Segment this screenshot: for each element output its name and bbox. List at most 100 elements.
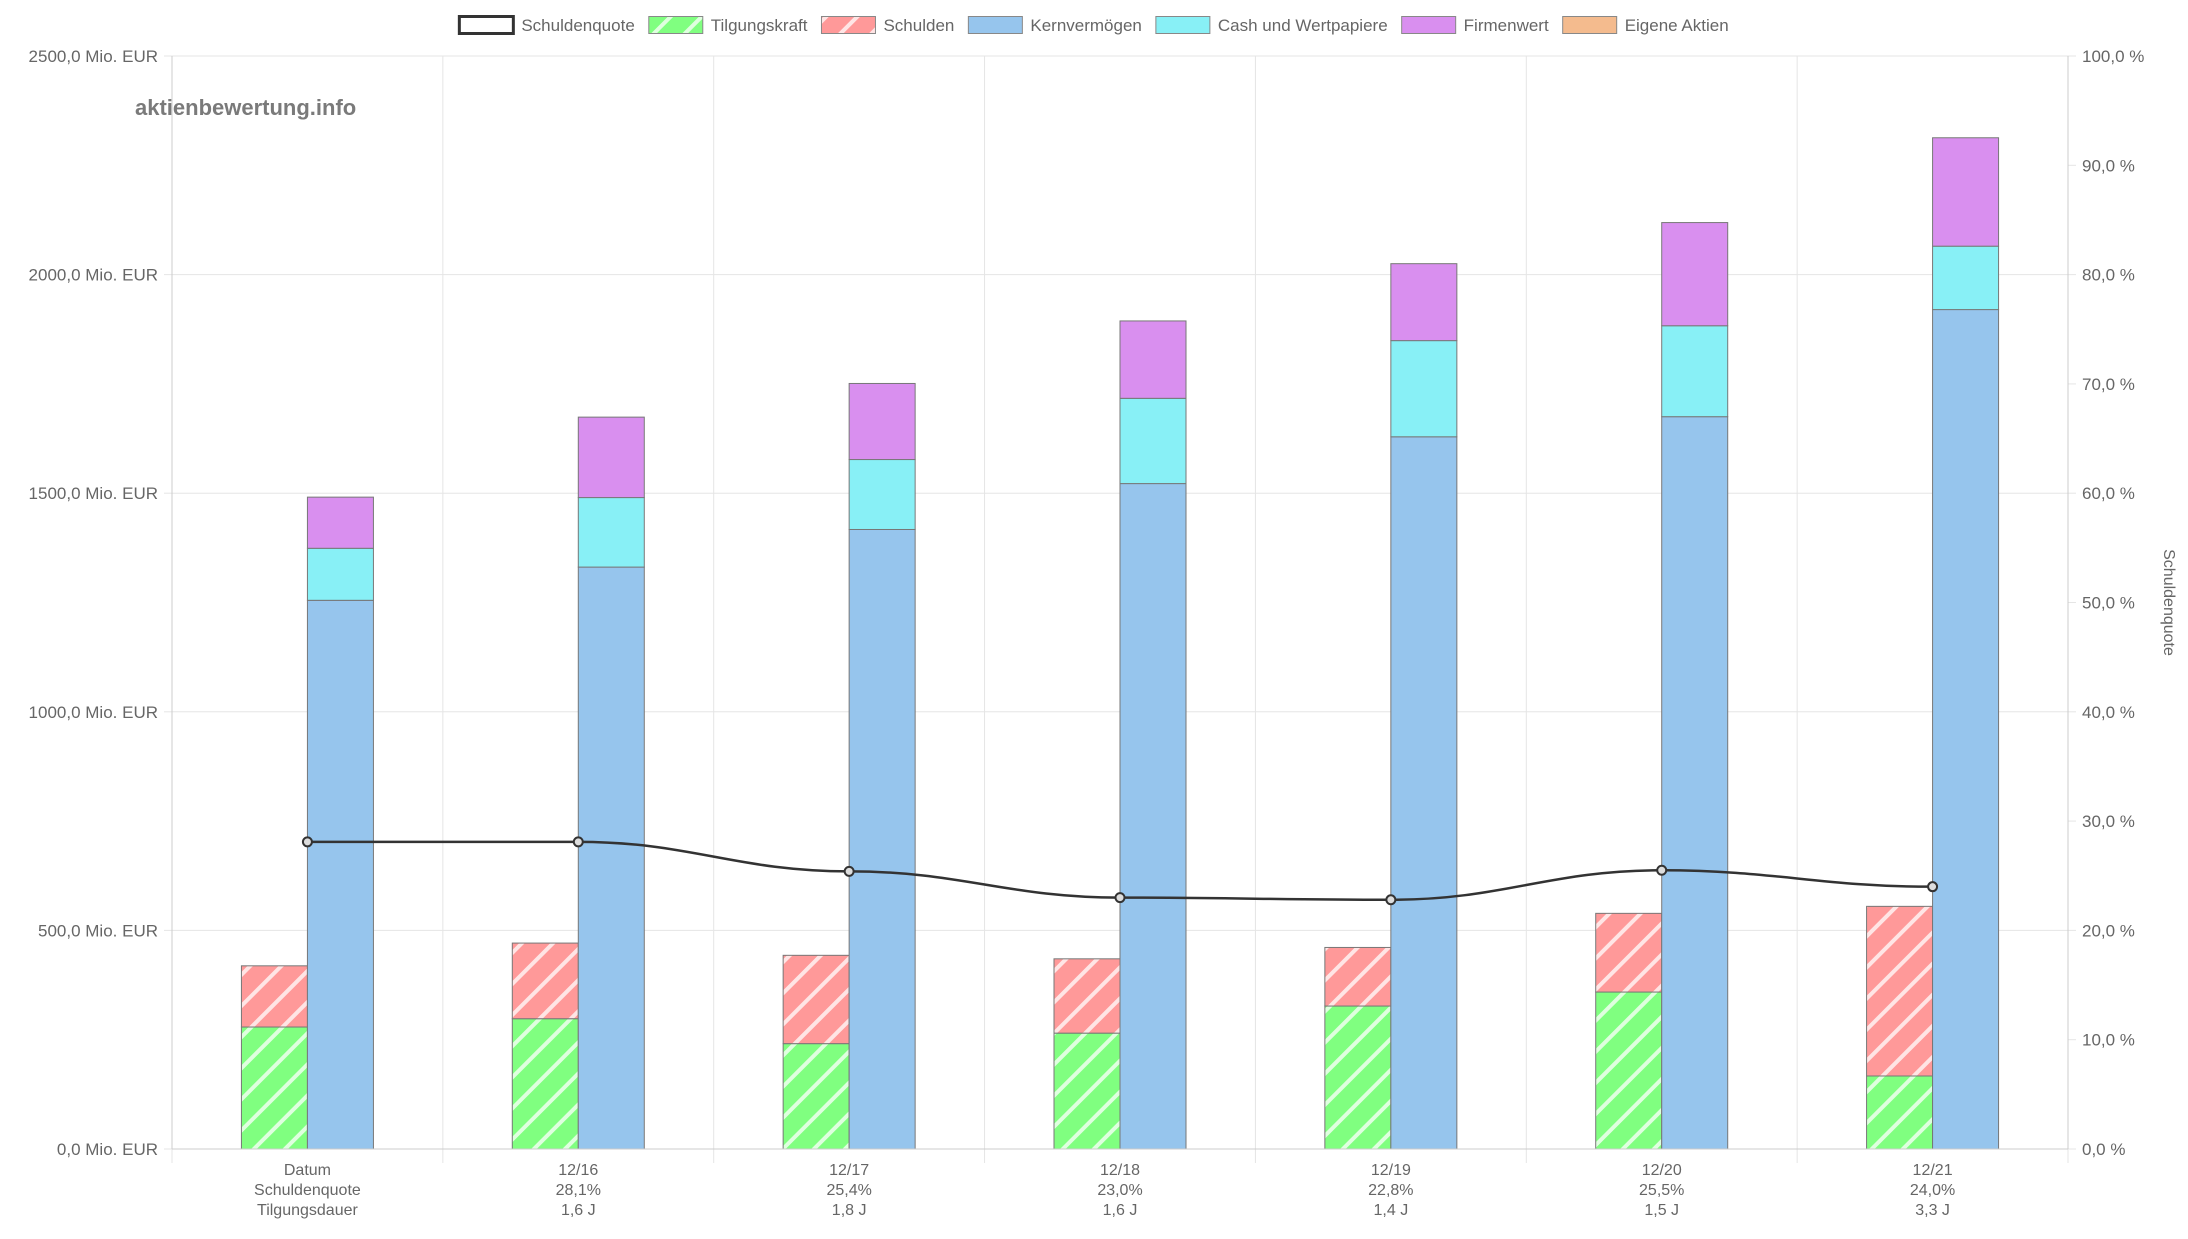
legend-label: Tilgungskraft bbox=[711, 16, 808, 35]
legend-item-schulden[interactable]: Schulden bbox=[820, 16, 954, 35]
x-category-label: 12/18 bbox=[1100, 1162, 1140, 1179]
bar-cash-und-wertpapiere bbox=[577, 497, 645, 568]
legend-item-firmenwert[interactable]: Firmenwert bbox=[1401, 16, 1549, 35]
legend-label: Schuldenquote bbox=[521, 16, 634, 35]
axes: 0,0 Mio. EUR 500,0 Mio. EUR 1000,0 Mio. EU… bbox=[29, 47, 2177, 1219]
legend-label: Kernvermögen bbox=[1030, 16, 1142, 35]
bar-cash-und-wertpapiere bbox=[848, 459, 916, 530]
x-sub-label: 28,1% bbox=[556, 1182, 601, 1199]
bar-kernvermoegen bbox=[1661, 416, 1729, 1150]
schuldenquote-point bbox=[301, 836, 313, 848]
x-sub-label: Schuldenquote bbox=[254, 1182, 361, 1199]
bar-tilgungskraft bbox=[1866, 1075, 1934, 1150]
y-right-tick-label: 100,0 % bbox=[2082, 47, 2144, 66]
y-right-tick-label: 20,0 % bbox=[2082, 921, 2135, 940]
legend-swatch bbox=[648, 16, 704, 34]
bar-cash-und-wertpapiere bbox=[1932, 245, 2000, 311]
y-left-tick-label: 500,0 Mio. EUR bbox=[38, 921, 158, 940]
bar-cash-und-wertpapiere bbox=[306, 547, 374, 601]
legend-item-schuldenquote[interactable]: Schuldenquote bbox=[457, 15, 635, 35]
y-right-axis-title: Schuldenquote bbox=[2160, 549, 2177, 656]
legend-label: Schulden bbox=[883, 16, 954, 35]
legend-item-cash-und-wertpapiere[interactable]: Cash und Wertpapiere bbox=[1155, 16, 1388, 35]
bar-schulden bbox=[1324, 946, 1392, 1007]
schuldenquote-point bbox=[843, 865, 855, 877]
y-right-tick-label: 30,0 % bbox=[2082, 812, 2135, 831]
y-right-tick-label: 40,0 % bbox=[2082, 703, 2135, 722]
schuldenquote-line-series bbox=[301, 836, 1939, 906]
legend-swatch bbox=[820, 16, 876, 34]
x-category-label: Datum bbox=[284, 1162, 331, 1179]
bar-tilgungskraft bbox=[782, 1043, 850, 1150]
bar-cash-und-wertpapiere bbox=[1390, 340, 1458, 438]
x-sub-label: 25,5% bbox=[1639, 1182, 1684, 1199]
y-left-tick-label: 1500,0 Mio. EUR bbox=[29, 484, 158, 503]
legend-swatch bbox=[1155, 16, 1211, 34]
bar-firmenwert bbox=[1119, 320, 1187, 399]
x-sub-label: 1,5 J bbox=[1644, 1202, 1679, 1219]
x-sub-label: 1,6 J bbox=[561, 1202, 596, 1219]
x-sub-label: 24,0% bbox=[1910, 1182, 1955, 1199]
schuldenquote-point bbox=[1114, 892, 1126, 904]
bar-kernvermoegen bbox=[1932, 309, 2000, 1150]
x-sub-label: 23,0% bbox=[1097, 1182, 1142, 1199]
y-right-tick-label: 10,0 % bbox=[2082, 1031, 2135, 1050]
schuldenquote-point bbox=[1927, 881, 1939, 893]
legend-swatch bbox=[457, 15, 515, 35]
y-left-tick-label: 2000,0 Mio. EUR bbox=[29, 266, 158, 285]
y-left-tick-label: 2500,0 Mio. EUR bbox=[29, 47, 158, 66]
x-category-label: 12/20 bbox=[1642, 1162, 1682, 1179]
bars bbox=[240, 137, 2000, 1150]
x-sub-label: 22,8% bbox=[1368, 1182, 1413, 1199]
schuldenquote-point bbox=[1385, 894, 1397, 906]
bar-kernvermoegen bbox=[848, 528, 916, 1150]
legend-item-eigene-aktien[interactable]: Eigene Aktien bbox=[1562, 16, 1729, 35]
bar-schulden bbox=[511, 942, 579, 1020]
y-left-tick-label: 0,0 Mio. EUR bbox=[57, 1140, 158, 1159]
bar-kernvermoegen bbox=[577, 566, 645, 1150]
legend-item-tilgungskraft[interactable]: Tilgungskraft bbox=[648, 16, 808, 35]
x-category-label: 12/21 bbox=[1913, 1162, 1953, 1179]
y-right-tick-label: 70,0 % bbox=[2082, 375, 2135, 394]
schuldenquote-point bbox=[1656, 864, 1668, 876]
y-left-tick-label: 1000,0 Mio. EUR bbox=[29, 703, 158, 722]
bar-tilgungskraft bbox=[511, 1018, 579, 1150]
bar-kernvermoegen bbox=[1119, 483, 1187, 1150]
legend-label: Cash und Wertpapiere bbox=[1218, 16, 1388, 35]
bar-firmenwert bbox=[577, 416, 645, 499]
x-sub-label: Tilgungsdauer bbox=[257, 1202, 358, 1219]
bar-firmenwert bbox=[1932, 137, 2000, 247]
y-right-tick-label: 0,0 % bbox=[2082, 1140, 2125, 1159]
y-right-tick-label: 80,0 % bbox=[2082, 266, 2135, 285]
y-right-tick-label: 90,0 % bbox=[2082, 156, 2135, 175]
bar-firmenwert bbox=[848, 382, 916, 461]
bar-tilgungskraft bbox=[1595, 991, 1663, 1150]
x-category-label: 12/19 bbox=[1371, 1162, 1411, 1179]
x-sub-label: 1,4 J bbox=[1374, 1202, 1409, 1219]
bar-schulden bbox=[240, 965, 308, 1028]
legend-swatch bbox=[1562, 16, 1618, 34]
bar-schulden bbox=[782, 954, 850, 1045]
bar-kernvermoegen bbox=[306, 599, 374, 1150]
bar-firmenwert bbox=[1661, 222, 1729, 327]
bar-firmenwert bbox=[1390, 263, 1458, 342]
bar-schulden bbox=[1595, 912, 1663, 993]
bar-schulden bbox=[1053, 958, 1121, 1034]
bar-tilgungskraft bbox=[240, 1026, 308, 1150]
x-category-label: 12/17 bbox=[829, 1162, 869, 1179]
x-sub-label: 3,3 J bbox=[1915, 1202, 1950, 1219]
bar-tilgungskraft bbox=[1053, 1032, 1121, 1150]
x-sub-label: 1,6 J bbox=[1103, 1202, 1138, 1219]
legend-swatch bbox=[967, 16, 1023, 34]
legend[interactable]: Schuldenquote Tilgungskraft Schulden Kernve… bbox=[457, 15, 1729, 35]
bar-cash-und-wertpapiere bbox=[1661, 325, 1729, 418]
bar-cash-und-wertpapiere bbox=[1119, 397, 1187, 485]
y-right-tick-label: 50,0 % bbox=[2082, 594, 2135, 613]
x-sub-label: 25,4% bbox=[826, 1182, 871, 1199]
bar-firmenwert bbox=[306, 496, 374, 549]
legend-swatch bbox=[1401, 16, 1457, 34]
legend-item-kernvermoegen[interactable]: Kernvermögen bbox=[967, 16, 1142, 35]
bar-kernvermoegen bbox=[1390, 436, 1458, 1150]
legend-label: Firmenwert bbox=[1464, 16, 1549, 35]
